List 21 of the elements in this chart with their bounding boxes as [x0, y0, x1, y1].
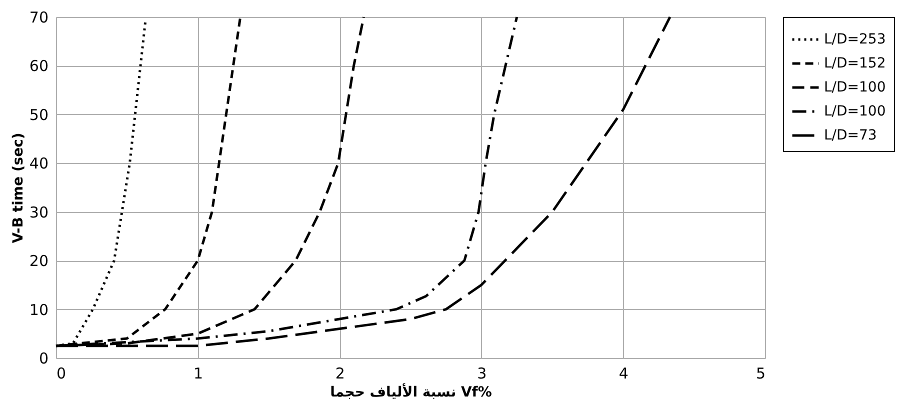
- legend-label: L/D=253: [824, 32, 886, 48]
- y-tick-label: 10: [29, 300, 48, 319]
- y-tick-label: 30: [29, 203, 48, 222]
- x-axis-title: نسبة الألياف حجما Vf%: [330, 382, 492, 400]
- y-tick-label: 70: [29, 8, 48, 26]
- y-tick-label: 0: [38, 350, 48, 368]
- x-tick-label: 2: [335, 364, 345, 382]
- y-axis-title: V-B time (sec): [10, 132, 26, 244]
- legend-label: L/D=100: [824, 104, 886, 120]
- legend-label: L/D=73: [824, 128, 877, 144]
- y-tick-label: 40: [29, 154, 48, 173]
- legend-label: L/D=100: [824, 80, 886, 96]
- x-tick-label: 3: [477, 364, 487, 382]
- x-tick-label: 5: [756, 364, 766, 382]
- y-tick-label: 20: [29, 252, 48, 270]
- x-tick-label: 4: [618, 364, 628, 382]
- x-tick-label: 1: [194, 364, 204, 382]
- x-tick-label: 0: [56, 364, 66, 382]
- y-tick-label: 50: [29, 106, 48, 124]
- y-tick-label: 60: [29, 57, 48, 76]
- legend-label: L/D=152: [824, 56, 886, 72]
